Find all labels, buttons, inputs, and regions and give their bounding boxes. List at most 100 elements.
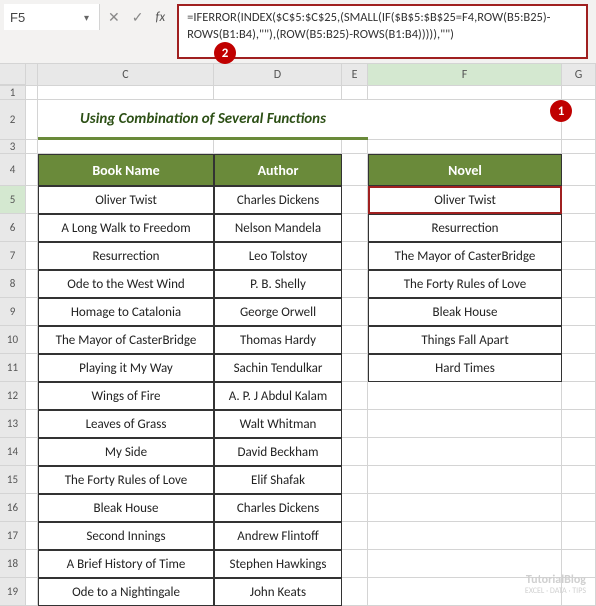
row-header[interactable]: 17 <box>0 522 26 550</box>
cell[interactable] <box>562 326 596 354</box>
cell[interactable] <box>26 494 38 522</box>
cell[interactable] <box>342 438 368 466</box>
novel-cell[interactable] <box>368 382 562 410</box>
name-box-wrap[interactable]: ▾ <box>4 4 100 30</box>
select-all[interactable] <box>0 64 26 85</box>
cell[interactable] <box>26 410 38 438</box>
row-header[interactable]: 12 <box>0 382 26 410</box>
book-cell[interactable]: Oliver Twist <box>38 186 214 214</box>
cell[interactable] <box>562 298 596 326</box>
cell[interactable] <box>26 522 38 550</box>
cell[interactable] <box>26 100 38 140</box>
cell[interactable] <box>342 522 368 550</box>
row-header[interactable]: 19 <box>0 578 26 606</box>
author-cell[interactable]: A. P. J Abdul Kalam <box>214 382 342 410</box>
cell[interactable] <box>342 154 368 186</box>
author-cell[interactable]: Andrew Flintoff <box>214 522 342 550</box>
row-header[interactable]: 11 <box>0 354 26 382</box>
novel-cell[interactable]: Bleak House <box>368 298 562 326</box>
cell[interactable] <box>562 186 596 214</box>
book-cell[interactable]: Ode to the West Wind <box>38 270 214 298</box>
book-cell[interactable]: Wings of Fire <box>38 382 214 410</box>
cell[interactable] <box>342 140 368 154</box>
cell[interactable] <box>214 86 342 100</box>
row-header[interactable]: 7 <box>0 242 26 270</box>
book-cell[interactable]: Playing it My Way <box>38 354 214 382</box>
fx-icon[interactable]: fx <box>156 10 166 25</box>
cell[interactable] <box>342 354 368 382</box>
cell[interactable] <box>562 382 596 410</box>
cell[interactable] <box>342 550 368 578</box>
cell[interactable] <box>368 100 562 140</box>
novel-cell[interactable]: The Mayor of CasterBridge <box>368 242 562 270</box>
col-header-g[interactable]: G <box>562 64 596 85</box>
row-header[interactable]: 18 <box>0 550 26 578</box>
cell[interactable] <box>26 382 38 410</box>
cell[interactable] <box>26 270 38 298</box>
row-header[interactable]: 16 <box>0 494 26 522</box>
cell[interactable] <box>342 410 368 438</box>
novel-cell[interactable]: Hard Times <box>368 354 562 382</box>
novel-cell[interactable] <box>368 466 562 494</box>
author-cell[interactable]: Nelson Mandela <box>214 214 342 242</box>
cell[interactable] <box>562 410 596 438</box>
confirm-icon[interactable]: ✓ <box>132 9 144 26</box>
cell[interactable] <box>342 214 368 242</box>
book-cell[interactable]: A Brief History of Time <box>38 550 214 578</box>
name-box[interactable] <box>10 10 80 25</box>
cell[interactable] <box>342 298 368 326</box>
cell[interactable] <box>26 298 38 326</box>
col-header-d[interactable]: D <box>214 64 342 85</box>
cell[interactable] <box>342 270 368 298</box>
cell[interactable] <box>562 242 596 270</box>
row-header[interactable]: 14 <box>0 438 26 466</box>
cell[interactable] <box>562 270 596 298</box>
cell[interactable] <box>214 140 342 154</box>
cell[interactable] <box>38 86 214 100</box>
cell[interactable] <box>26 140 38 154</box>
row-header[interactable]: 2 <box>0 100 26 140</box>
author-cell[interactable]: Leo Tolstoy <box>214 242 342 270</box>
row-header[interactable]: 13 <box>0 410 26 438</box>
book-cell[interactable]: Second Innings <box>38 522 214 550</box>
cell[interactable] <box>26 438 38 466</box>
book-cell[interactable]: Bleak House <box>38 494 214 522</box>
author-cell[interactable]: Charles Dickens <box>214 494 342 522</box>
col-header-b[interactable] <box>26 64 38 85</box>
novel-cell[interactable]: Resurrection <box>368 214 562 242</box>
author-cell[interactable]: Thomas Hardy <box>214 326 342 354</box>
cell[interactable] <box>342 382 368 410</box>
cell[interactable] <box>342 326 368 354</box>
cell[interactable] <box>26 466 38 494</box>
cell[interactable] <box>342 466 368 494</box>
author-cell[interactable]: P. B. Shelly <box>214 270 342 298</box>
cell[interactable] <box>342 86 368 100</box>
name-box-dropdown-icon[interactable]: ▾ <box>80 11 93 24</box>
formula-bar[interactable]: =IFERROR(INDEX($C$5:$C$25,(SMALL(IF($B$5… <box>177 4 588 59</box>
cell[interactable] <box>26 214 38 242</box>
header-author[interactable]: Author <box>214 154 342 186</box>
cell[interactable] <box>26 354 38 382</box>
cell[interactable] <box>368 86 562 100</box>
author-cell[interactable]: Sachin Tendulkar <box>214 354 342 382</box>
col-header-c[interactable]: C <box>38 64 214 85</box>
author-cell[interactable]: George Orwell <box>214 298 342 326</box>
novel-cell[interactable] <box>368 494 562 522</box>
cell[interactable] <box>342 242 368 270</box>
cell[interactable] <box>562 354 596 382</box>
row-header[interactable]: 5 <box>0 186 26 214</box>
cell[interactable] <box>38 140 214 154</box>
book-cell[interactable]: Homage to Catalonia <box>38 298 214 326</box>
cell[interactable] <box>562 86 596 100</box>
row-header[interactable]: 4 <box>0 154 26 186</box>
cell[interactable] <box>342 578 368 606</box>
novel-cell[interactable] <box>368 410 562 438</box>
cell[interactable] <box>562 466 596 494</box>
cell[interactable] <box>562 522 596 550</box>
row-header[interactable]: 8 <box>0 270 26 298</box>
title-cell[interactable]: Using Combination of Several Functions <box>38 100 368 140</box>
author-cell[interactable]: Walt Whitman <box>214 410 342 438</box>
novel-cell[interactable]: Things Fall Apart <box>368 326 562 354</box>
cell[interactable] <box>26 242 38 270</box>
author-cell[interactable]: David Beckham <box>214 438 342 466</box>
